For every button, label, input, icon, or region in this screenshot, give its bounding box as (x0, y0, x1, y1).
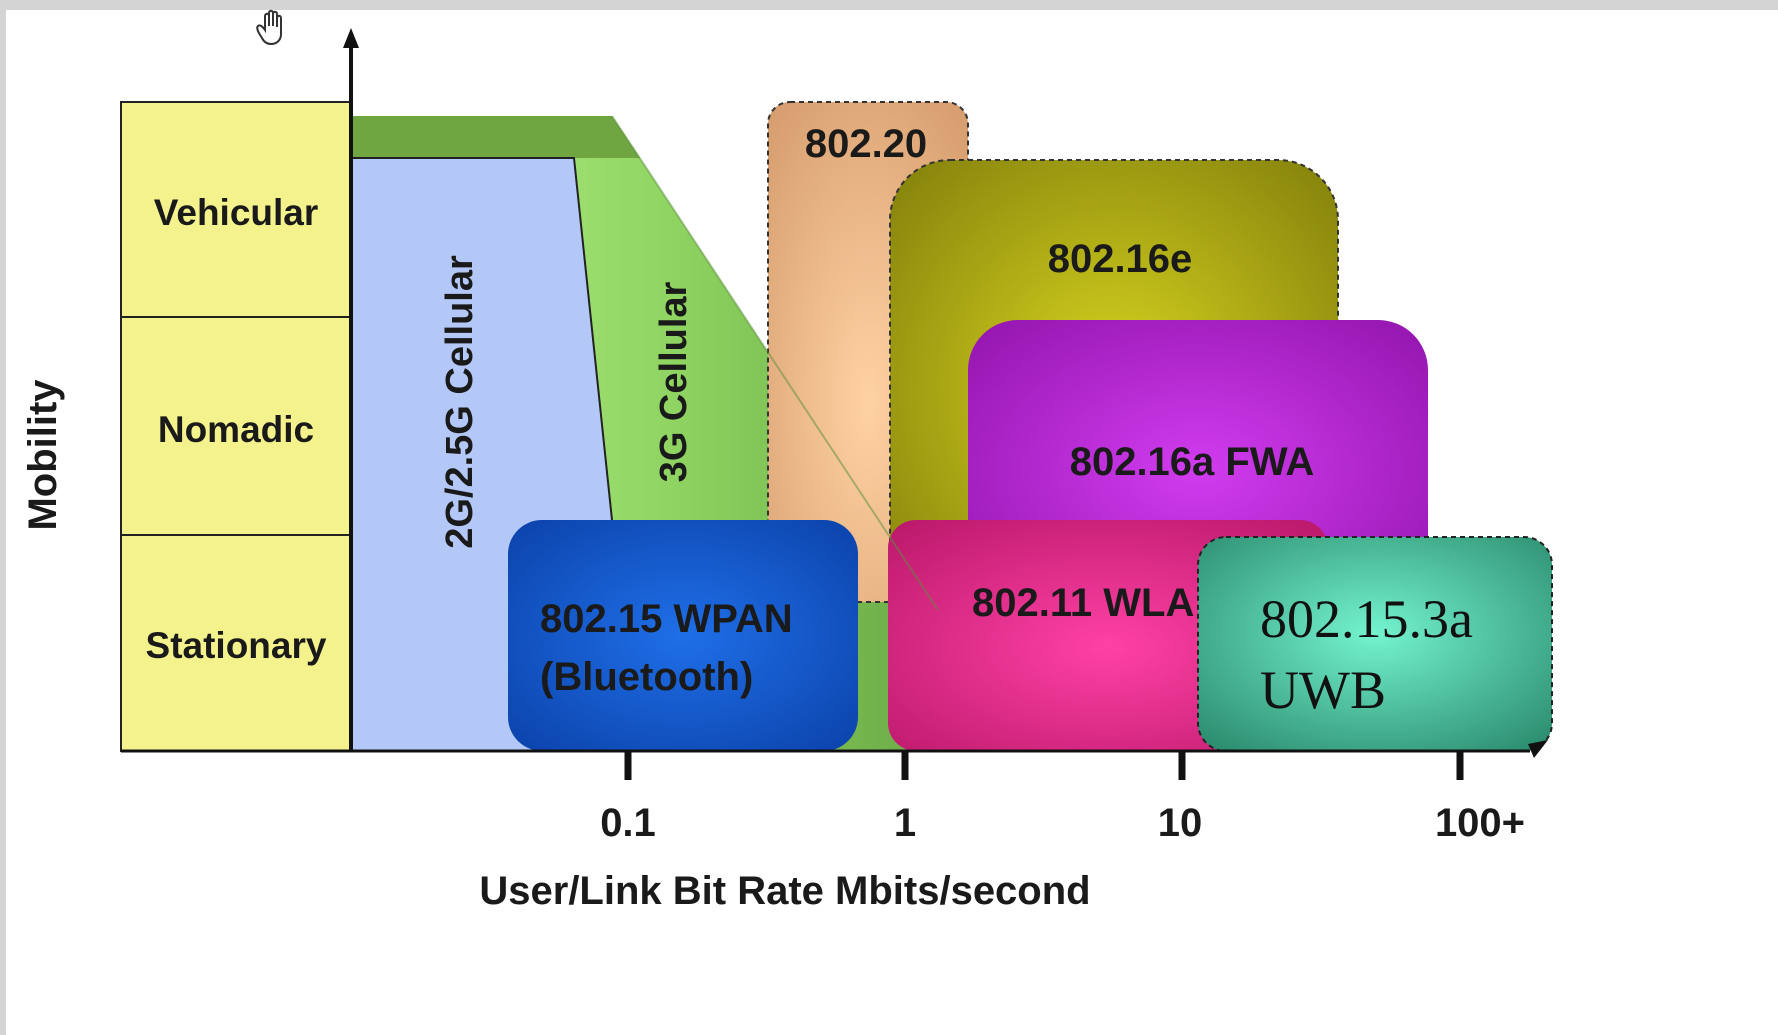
vehicular-label: Vehicular (154, 192, 319, 233)
cell-3g-top-band (352, 116, 640, 158)
cell-2g-label: 2G/2.5G Cellular (439, 255, 481, 549)
nomadic-label: Nomadic (158, 409, 314, 450)
wpan-label-line2: (Bluetooth) (540, 655, 753, 699)
mobility-categories: Vehicular Nomadic Stationary (120, 101, 352, 752)
window-frame-top (0, 0, 1778, 10)
wlan-label: 802.11 WLA (972, 581, 1194, 625)
window-frame-left (0, 0, 6, 1035)
x-axis-label: User/Link Bit Rate Mbits/second (479, 869, 1090, 913)
ieee-802-16a-label: 802.16a FWA (1070, 440, 1315, 484)
hand-cursor-icon (256, 9, 282, 46)
y-axis-arrowhead (343, 28, 359, 48)
uwb-label-line1: 802.15.3a (1260, 589, 1473, 649)
vehicular-box (120, 101, 352, 318)
cell-3g-label: 3G Cellular (653, 281, 695, 482)
tick-label-0-1: 0.1 (600, 801, 656, 845)
tick-label-1: 1 (894, 801, 916, 845)
cell-3g-edge (611, 115, 939, 611)
uwb-label-line2: UWB (1260, 660, 1386, 720)
ieee-802-16e-label: 802.16e (1048, 237, 1193, 281)
y-axis-label: Mobility (21, 379, 65, 531)
nomadic-box (120, 316, 352, 536)
wpan-region (508, 520, 858, 751)
uwb-region (1197, 536, 1553, 752)
tick-label-100: 100+ (1435, 801, 1525, 845)
wpan-label-line1: 802.15 WPAN (540, 597, 793, 641)
tick-label-10: 10 (1158, 801, 1203, 845)
stationary-label: Stationary (146, 625, 327, 666)
ieee-802-20-label: 802.20 (805, 122, 927, 166)
x-axis-arrowhead (1528, 740, 1548, 758)
